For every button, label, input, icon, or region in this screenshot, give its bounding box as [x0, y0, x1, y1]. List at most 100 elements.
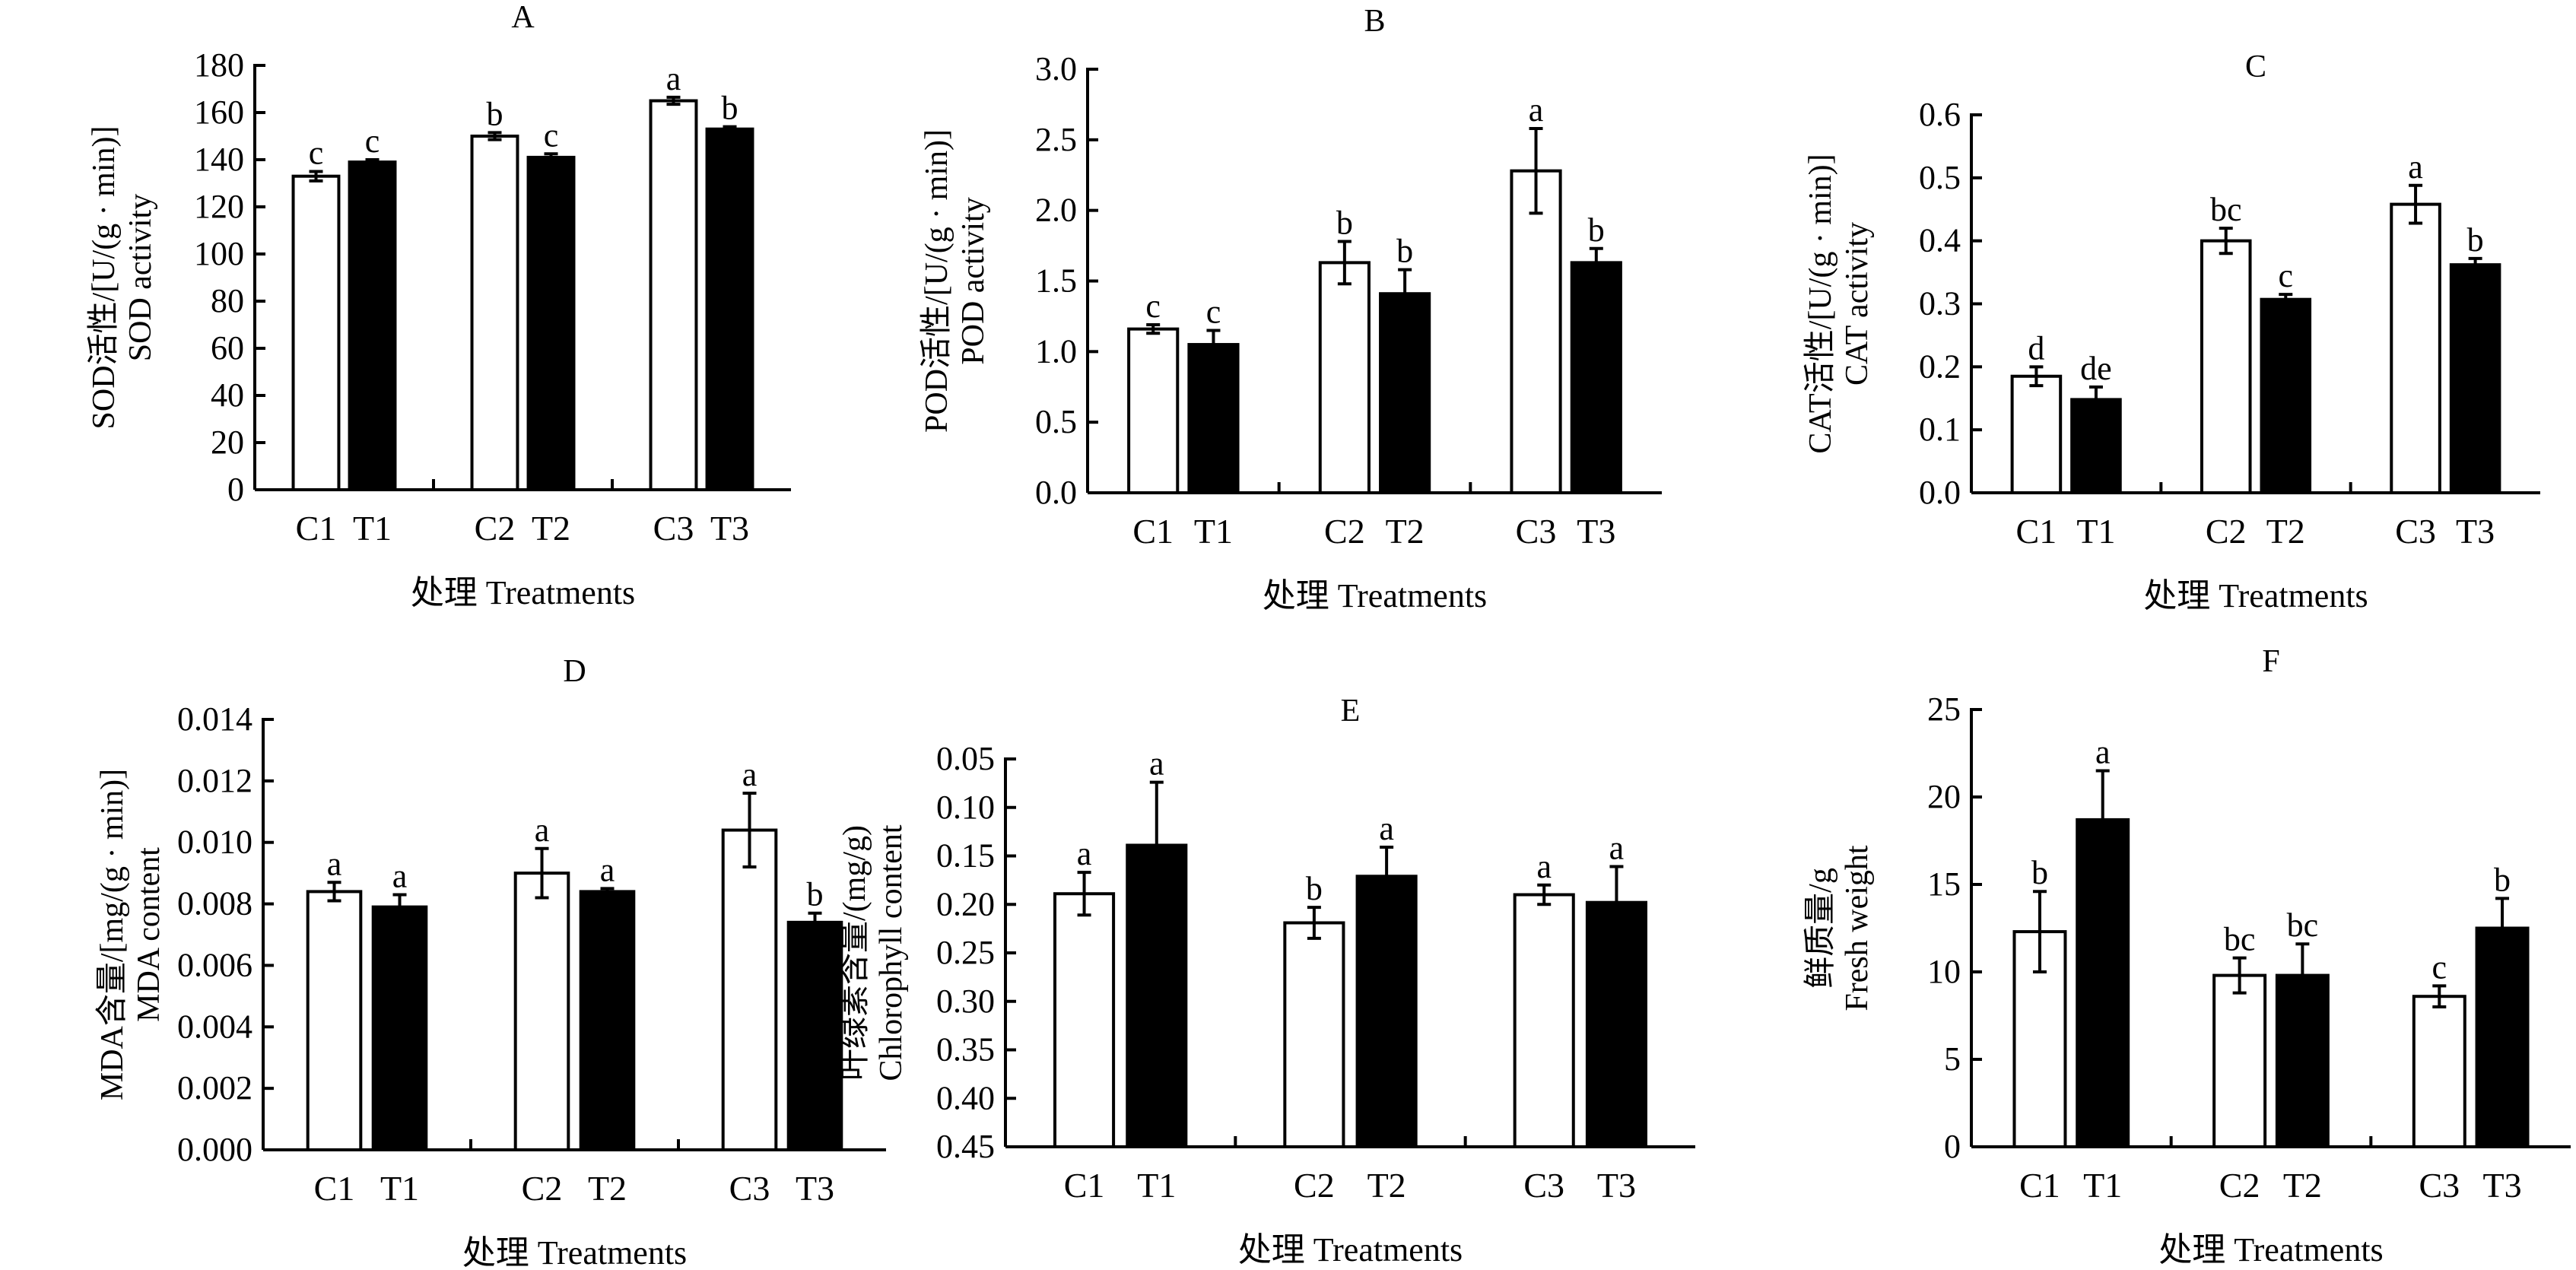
y-tick-label: 0.0 [1919, 474, 1961, 511]
bar-t3 [2449, 263, 2501, 494]
panel-f: F 0 5 10 15 20 25 鲜质量/g Fresh weight 处理 Treatment… [1803, 644, 2571, 1268]
y-tick-label: 0 [1944, 1128, 1961, 1165]
x-tick-label: C1 [296, 509, 337, 548]
bar-t2 [1379, 292, 1431, 494]
y-axis-label: MDA含量/[mg/(g · min)] [95, 769, 130, 1100]
x-tick-label: T2 [1367, 1166, 1406, 1205]
y-tick-label: 180 [194, 46, 244, 84]
bar-t2 [1355, 875, 1418, 1149]
y-axis-label: POD activity [956, 197, 991, 364]
y-axis-label: CAT活性/[U/(g · min)] [1803, 154, 1838, 453]
x-tick-label: C1 [314, 1169, 355, 1208]
bar-c1 [1127, 327, 1180, 495]
y-tick-label: 0.3 [1919, 285, 1961, 322]
x-tick-label: C2 [1324, 512, 1365, 551]
significance-letter: b [1396, 233, 1413, 270]
y-tick-label: 20 [1927, 778, 1961, 815]
panel-e: E 0.05 0.10 0.15 0.20 0.25 0.30 0.35 0.40 0.45 叶绿素… [837, 694, 1695, 1268]
x-tick-label: C1 [2019, 1166, 2060, 1205]
x-tick-label: T3 [796, 1169, 834, 1208]
bar-t1 [2076, 818, 2130, 1149]
significance-letter: b [2494, 861, 2511, 898]
x-tick-label: T1 [380, 1169, 419, 1208]
significance-letter: bc [2224, 921, 2256, 958]
x-tick-label: T1 [2076, 512, 2115, 551]
y-tick-label: 0.20 [936, 885, 995, 922]
x-tick-label: T3 [2482, 1166, 2521, 1205]
bar-c1 [2010, 374, 2063, 494]
y-axis-label: MDA content [132, 847, 167, 1022]
significance-letter: b [1306, 870, 1323, 907]
significance-letter: a [2408, 148, 2423, 186]
bar-c3 [1513, 893, 1575, 1148]
significance-letter: a [600, 851, 615, 888]
x-tick-label: T1 [1137, 1166, 1176, 1205]
y-tick-label: 3.0 [1035, 50, 1077, 87]
bar-c2 [1318, 261, 1371, 494]
x-tick-label: T2 [532, 509, 570, 548]
bar-t1 [2070, 398, 2122, 495]
significance-letter: b [722, 90, 738, 127]
x-tick-label: C2 [475, 509, 516, 548]
y-tick-label: 120 [194, 188, 244, 225]
x-tick-label: T3 [1577, 512, 1615, 551]
bar-c1 [291, 174, 341, 491]
significance-letter: c [2432, 948, 2447, 986]
bar-c2 [2212, 973, 2267, 1148]
significance-letter: c [544, 116, 559, 154]
y-tick-label: 1.0 [1035, 332, 1077, 370]
y-tick-label: 0.25 [936, 934, 995, 971]
x-tick-label: T3 [1597, 1166, 1636, 1205]
y-tick-label: 0 [227, 471, 244, 508]
significance-letter: bc [2210, 191, 2242, 228]
panel-a: A 0 20 40 60 80 100 120 140 160 180 SOD活性/[U/(g · m… [87, 0, 791, 611]
y-axis-label: 叶绿素含量/(mg/g) [837, 825, 872, 1081]
y-tick-label: 1.5 [1035, 262, 1077, 300]
y-tick-label: 10 [1927, 953, 1961, 990]
significance-letter: b [2031, 854, 2048, 891]
y-tick-label: 20 [211, 424, 244, 461]
x-tick-label: C2 [1294, 1166, 1335, 1205]
y-tick-label: 0.5 [1919, 159, 1961, 196]
x-axis-label: 处理 Treatments [1263, 577, 1487, 614]
significance-letter: c [309, 135, 324, 172]
significance-letter: de [2080, 350, 2112, 387]
panel-title: E [1341, 694, 1361, 729]
y-tick-label: 0.010 [177, 824, 253, 861]
panel-title: A [511, 0, 535, 35]
bar-t3 [705, 127, 754, 491]
significance-letter: b [1588, 211, 1605, 249]
y-tick-label: 80 [211, 282, 244, 319]
y-tick-label: 0.002 [177, 1069, 253, 1106]
x-tick-label: T2 [1386, 512, 1425, 551]
significance-letter: bc [2287, 906, 2319, 944]
x-axis-label: 处理 Treatments [2158, 1231, 2383, 1268]
panel-title: F [2262, 644, 2279, 679]
y-tick-label: 160 [194, 94, 244, 131]
significance-letter: b [486, 95, 503, 132]
bar-t3 [786, 920, 843, 1152]
y-tick-label: 0.05 [936, 740, 995, 777]
x-tick-label: C1 [2016, 512, 2057, 551]
y-tick-label: 0.10 [936, 789, 995, 826]
y-tick-label: 15 [1927, 865, 1961, 903]
y-tick-label: 0.000 [177, 1131, 253, 1168]
significance-letter: a [1536, 848, 1552, 885]
x-tick-label: T1 [2083, 1166, 2122, 1205]
y-axis-label: 鲜质量/g [1803, 868, 1838, 989]
panel-title: B [1364, 4, 1385, 39]
bar-c2 [513, 872, 570, 1151]
x-tick-label: T2 [588, 1169, 627, 1208]
panel-title: D [563, 654, 586, 689]
bar-t2 [526, 155, 576, 491]
x-tick-label: C3 [653, 509, 694, 548]
y-tick-label: 60 [211, 329, 244, 367]
x-tick-label: C3 [1516, 512, 1557, 551]
x-tick-label: C3 [1523, 1166, 1564, 1205]
bar-c3 [1510, 169, 1562, 494]
y-tick-label: 140 [194, 141, 244, 178]
significance-letter: c [1206, 293, 1221, 330]
x-tick-label: T3 [710, 509, 749, 548]
bar-t2 [2260, 297, 2312, 494]
y-axis-label: CAT activity [1840, 222, 1875, 386]
